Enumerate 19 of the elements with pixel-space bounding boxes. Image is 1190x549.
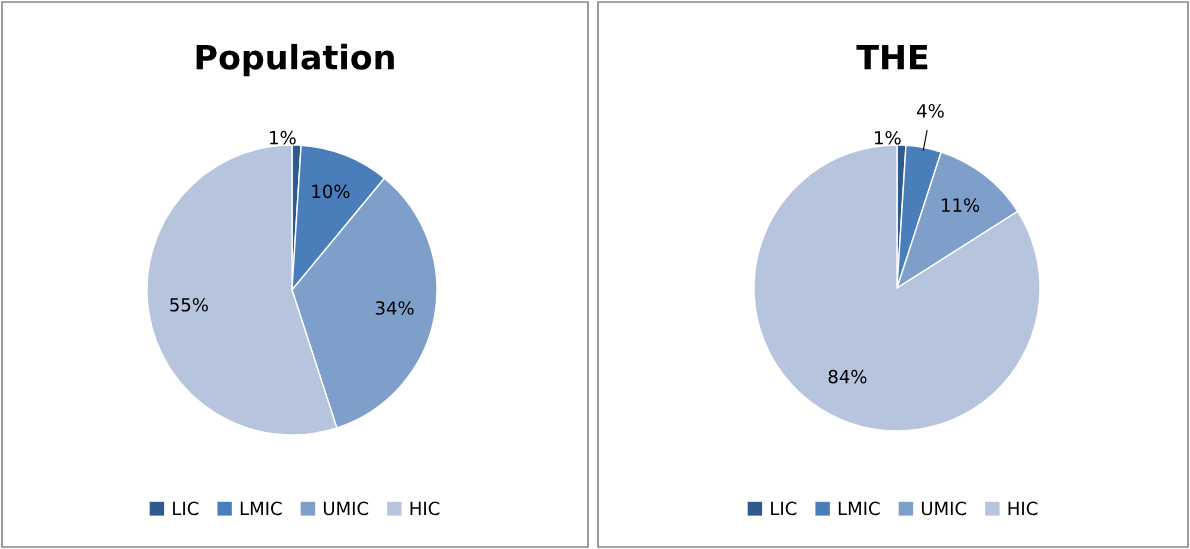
legend-label: LIC [173,501,199,516]
chart-title: THE [856,44,928,70]
data-label: 84% [828,369,867,384]
data-label: 11% [942,198,980,212]
data-label: 34% [375,301,414,315]
legend-label: UMIC [921,501,967,516]
pie-slice [753,144,1041,432]
legend-label: LMIC [838,501,880,516]
legend-label: LMIC [240,501,282,516]
data-label: 10% [312,184,350,199]
legend-label: HIC [410,501,440,516]
legend-label: HIC [1008,501,1038,516]
data-label: 4% [917,104,944,118]
data-label: 1% [270,130,296,145]
legend-label: LIC [771,501,797,516]
chart-title: Population [196,43,394,77]
data-label: 55% [170,297,208,312]
legend-label: UMIC [323,501,369,516]
data-label: 1% [875,130,901,145]
